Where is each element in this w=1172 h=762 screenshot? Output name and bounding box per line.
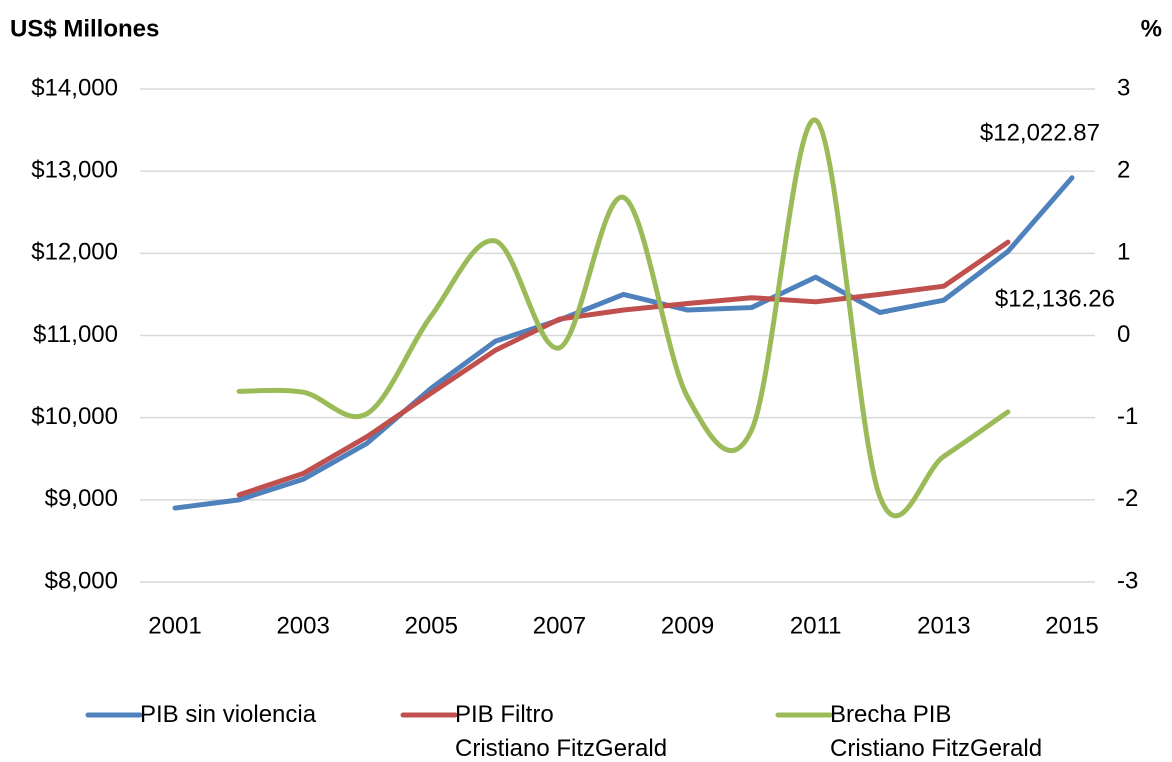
x-tick-label: 2011 <box>790 612 842 639</box>
series-line <box>172 175 1075 511</box>
y2-tick-label: -2 <box>1117 485 1138 512</box>
x-tick-label: 2003 <box>276 612 329 639</box>
y-tick-label: $9,000 <box>45 485 118 512</box>
x-tick-label: 2015 <box>1045 612 1098 639</box>
annotation: $12,136.26 <box>995 285 1115 312</box>
y-tick-label: $14,000 <box>31 74 118 101</box>
x-tick-label: 2005 <box>405 612 458 639</box>
y-tick-label: $11,000 <box>33 321 118 348</box>
legend-label: PIB sin violencia <box>140 701 317 728</box>
y2-tick-label: 2 <box>1117 157 1130 184</box>
annotation: $12,022.87 <box>980 119 1100 146</box>
x-tick-label: 2001 <box>148 612 201 639</box>
y-tick-label: $13,000 <box>31 157 118 184</box>
series-line <box>236 117 1011 519</box>
x-tick-label: 2009 <box>661 612 714 639</box>
y2-tick-label: 0 <box>1117 321 1130 348</box>
y-tick-label: $12,000 <box>31 239 118 266</box>
y2-tick-label: 3 <box>1117 74 1130 101</box>
legend-label: Brecha PIB Cristiano FitzGerald <box>830 701 1043 762</box>
y-axis-title: US$ Millones <box>10 15 159 42</box>
y2-tick-label: -3 <box>1117 567 1138 594</box>
x-tick-label: 2013 <box>917 612 970 639</box>
y-tick-label: $8,000 <box>45 567 118 594</box>
y2-axis-title: % <box>1141 15 1162 42</box>
y-tick-label: $10,000 <box>31 403 118 430</box>
y2-tick-label: -1 <box>1117 403 1138 430</box>
legend-label: PIB Filtro Cristiano FitzGerald <box>455 701 668 762</box>
series-line <box>236 239 1011 498</box>
x-tick-label: 2007 <box>533 612 586 639</box>
y2-tick-label: 1 <box>1117 239 1130 266</box>
